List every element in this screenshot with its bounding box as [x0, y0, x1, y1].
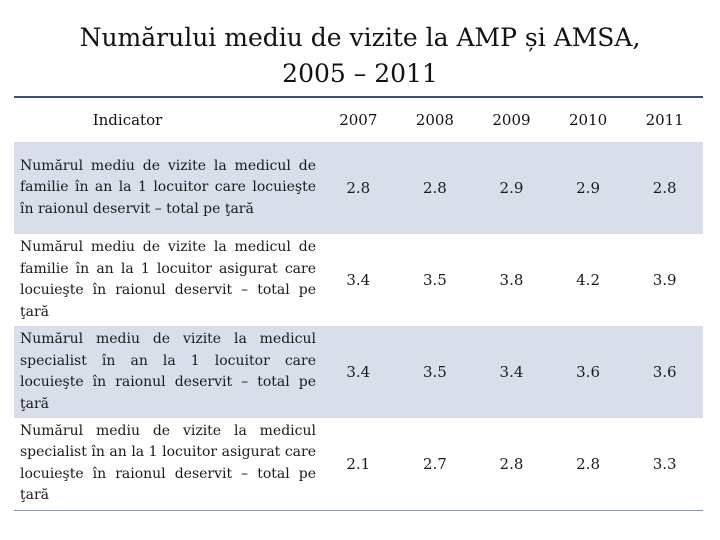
header-year-2008: 2008 — [396, 96, 474, 142]
table-cell: 3.6 — [576, 363, 600, 381]
table-cell: 3.6 — [652, 363, 677, 381]
table-cell: 3.3 — [626, 418, 703, 511]
table-cell: 3.4 — [499, 363, 524, 381]
table-row: Numărul mediu de vizite la medicul de fa… — [14, 234, 703, 326]
header-year-2007: 2007 — [320, 96, 397, 142]
row-indicator-label: Numărul mediu de vizite la medicul de fa… — [20, 239, 316, 320]
table-cell: 3.5 — [422, 363, 447, 381]
table-cell: 3.8 — [499, 271, 524, 289]
table-cell: 2.8 — [549, 418, 627, 511]
table-cell: 2.8 — [346, 179, 371, 197]
slide-title-line-1: Numărului mediu de vizite la AMP și AMSA… — [79, 23, 641, 52]
table-row: Numărul mediu de vizite la medicul speci… — [14, 418, 703, 511]
header-year-2010: 2010 — [549, 96, 627, 142]
header-indicator: Indicator — [14, 96, 320, 142]
slide-title: Numărului mediu de vizite la AMP și AMSA… — [20, 20, 700, 92]
table-cell: 3.9 — [652, 271, 677, 289]
table-cell: 2.9 — [576, 179, 600, 197]
header-year-2011: 2011 — [626, 96, 703, 142]
table-header-row: Indicator 2007 2008 2009 2010 2011 — [14, 96, 703, 142]
table-cell: 3.5 — [422, 271, 447, 289]
table-cell: 3.4 — [346, 271, 371, 289]
row-indicator-label: Numărul mediu de vizite la medicul speci… — [14, 418, 320, 511]
slide-title-line-2: 2005 – 2011 — [282, 59, 438, 88]
table-row: Numărul mediu de vizite la medicul speci… — [14, 326, 703, 418]
table-cell: 2.8 — [473, 418, 550, 511]
row-indicator-label: Numărul mediu de vizite la medicul de fa… — [20, 157, 316, 217]
table-cell: 2.1 — [320, 418, 397, 511]
visits-table: Indicator 2007 2008 2009 2010 2011 Număr… — [14, 96, 703, 511]
table-cell: 4.2 — [576, 271, 600, 289]
table-row: Numărul mediu de vizite la medicul de fa… — [14, 142, 703, 234]
table-cell: 3.4 — [346, 363, 371, 381]
table-cell: 2.9 — [499, 179, 524, 197]
header-year-2009: 2009 — [473, 96, 550, 142]
table-cell: 2.8 — [652, 179, 677, 197]
table-cell: 2.7 — [396, 418, 474, 511]
table-cell: 2.8 — [422, 179, 447, 197]
row-indicator-label: Numărul mediu de vizite la medicul speci… — [20, 331, 316, 412]
